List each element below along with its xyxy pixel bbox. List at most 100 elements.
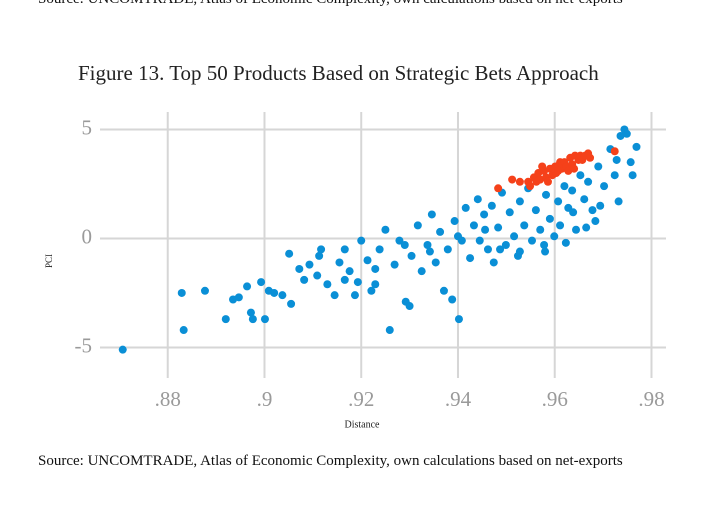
scatter-point (427, 210, 436, 219)
scatter-point (340, 245, 349, 254)
scatter-point (487, 201, 496, 210)
scatter-point (572, 225, 581, 234)
scatter-point (118, 345, 127, 354)
x-axis-label: Distance (345, 419, 381, 430)
scatter-point (313, 271, 322, 280)
scatter-point (381, 225, 390, 234)
scatter-point (626, 158, 635, 167)
scatter-point (179, 326, 188, 335)
scatter-point (335, 258, 344, 267)
x-tick-label: .96 (542, 387, 568, 411)
scatter-point (315, 251, 324, 260)
scatter-point (417, 267, 426, 276)
scatter-point (270, 288, 279, 297)
scatter-point (453, 232, 462, 241)
scatter-point (363, 256, 372, 265)
scatter-point (582, 223, 591, 232)
scatter-point (554, 197, 563, 206)
scatter-point (526, 182, 535, 191)
scatter-point (542, 190, 551, 199)
scatter-point (610, 171, 619, 180)
scatter-point (494, 223, 503, 232)
x-tick-label: .98 (638, 387, 664, 411)
scatter-point (413, 221, 422, 230)
source-text: Source: UNCOMTRADE, Atlas of Economic Co… (38, 453, 623, 469)
scatter-point (561, 238, 570, 247)
scatter-point (431, 258, 440, 267)
scatter-point (295, 264, 304, 273)
scatter-point (538, 162, 547, 171)
scatter-point (628, 171, 637, 180)
scatter-point (515, 197, 524, 206)
scatter-point (481, 225, 490, 234)
scatter-point (260, 315, 269, 324)
scatter-point (407, 251, 416, 260)
scatter-point (454, 315, 463, 324)
scatter-point (560, 182, 569, 191)
y-tick-label: -5 (75, 333, 93, 357)
scatter-point (443, 245, 452, 254)
scatter-point (425, 247, 434, 256)
scatter-point (586, 153, 595, 162)
scatter-point (505, 208, 514, 217)
scatter-point (371, 280, 380, 289)
scatter-point (234, 293, 243, 302)
scatter-point (550, 232, 559, 241)
scatter-point (353, 278, 362, 287)
scatter-point (367, 286, 376, 295)
x-tick-label: .92 (348, 387, 374, 411)
scatter-point (287, 299, 296, 308)
scatter-point (400, 241, 409, 249)
scatter-point (556, 221, 565, 230)
scatter-point (323, 280, 332, 289)
scatter-point (375, 245, 384, 254)
y-tick-label: 0 (82, 224, 93, 248)
scatter-point (246, 308, 255, 317)
scatter-point (532, 177, 541, 186)
scatter-point (340, 275, 349, 284)
scatter-point (405, 302, 414, 311)
scatter-point (317, 245, 326, 254)
scatter-point (614, 197, 623, 206)
scatter-point (385, 326, 394, 335)
scatter-point (541, 247, 550, 256)
scatter-point (536, 225, 545, 234)
scatter-point (596, 201, 605, 210)
scatter-point (588, 206, 597, 215)
scatter-point (278, 291, 287, 300)
scatter-point (612, 155, 621, 164)
scatter-point (475, 236, 484, 245)
scatter-point (622, 129, 631, 138)
chart: Figure 13. Top 50 Products Based on Stra… (44, 61, 666, 430)
scatter-point (515, 177, 524, 186)
scatter-point (616, 131, 625, 140)
scatter-point (285, 249, 294, 258)
scatter-point (345, 267, 354, 276)
scatter-point (480, 210, 489, 219)
scatter-point (200, 286, 209, 295)
scatter-point (527, 236, 536, 245)
scatter-point (554, 166, 563, 175)
scatter-point (257, 278, 266, 287)
x-tick-label: .88 (155, 387, 181, 411)
scatter-point (496, 245, 505, 254)
scatter-point (300, 275, 309, 284)
scatter-point (448, 295, 457, 304)
scatter-point (473, 195, 482, 204)
scatter-point (508, 175, 517, 184)
chart-title: Figure 13. Top 50 Products Based on Stra… (78, 61, 599, 85)
scatter-point (469, 221, 478, 230)
scatter-point (594, 162, 603, 171)
scatter-point (632, 142, 641, 151)
scatter-point (568, 186, 577, 195)
scatter-point (600, 182, 609, 191)
y-tick-label: 5 (82, 115, 93, 139)
scatter-point (436, 227, 445, 236)
scatter-point (580, 195, 589, 204)
scatter-point (461, 203, 470, 212)
x-tick-label: .94 (445, 387, 472, 411)
scatter-point (450, 217, 459, 226)
scatter-point (570, 164, 579, 173)
scatter-point (439, 286, 448, 295)
